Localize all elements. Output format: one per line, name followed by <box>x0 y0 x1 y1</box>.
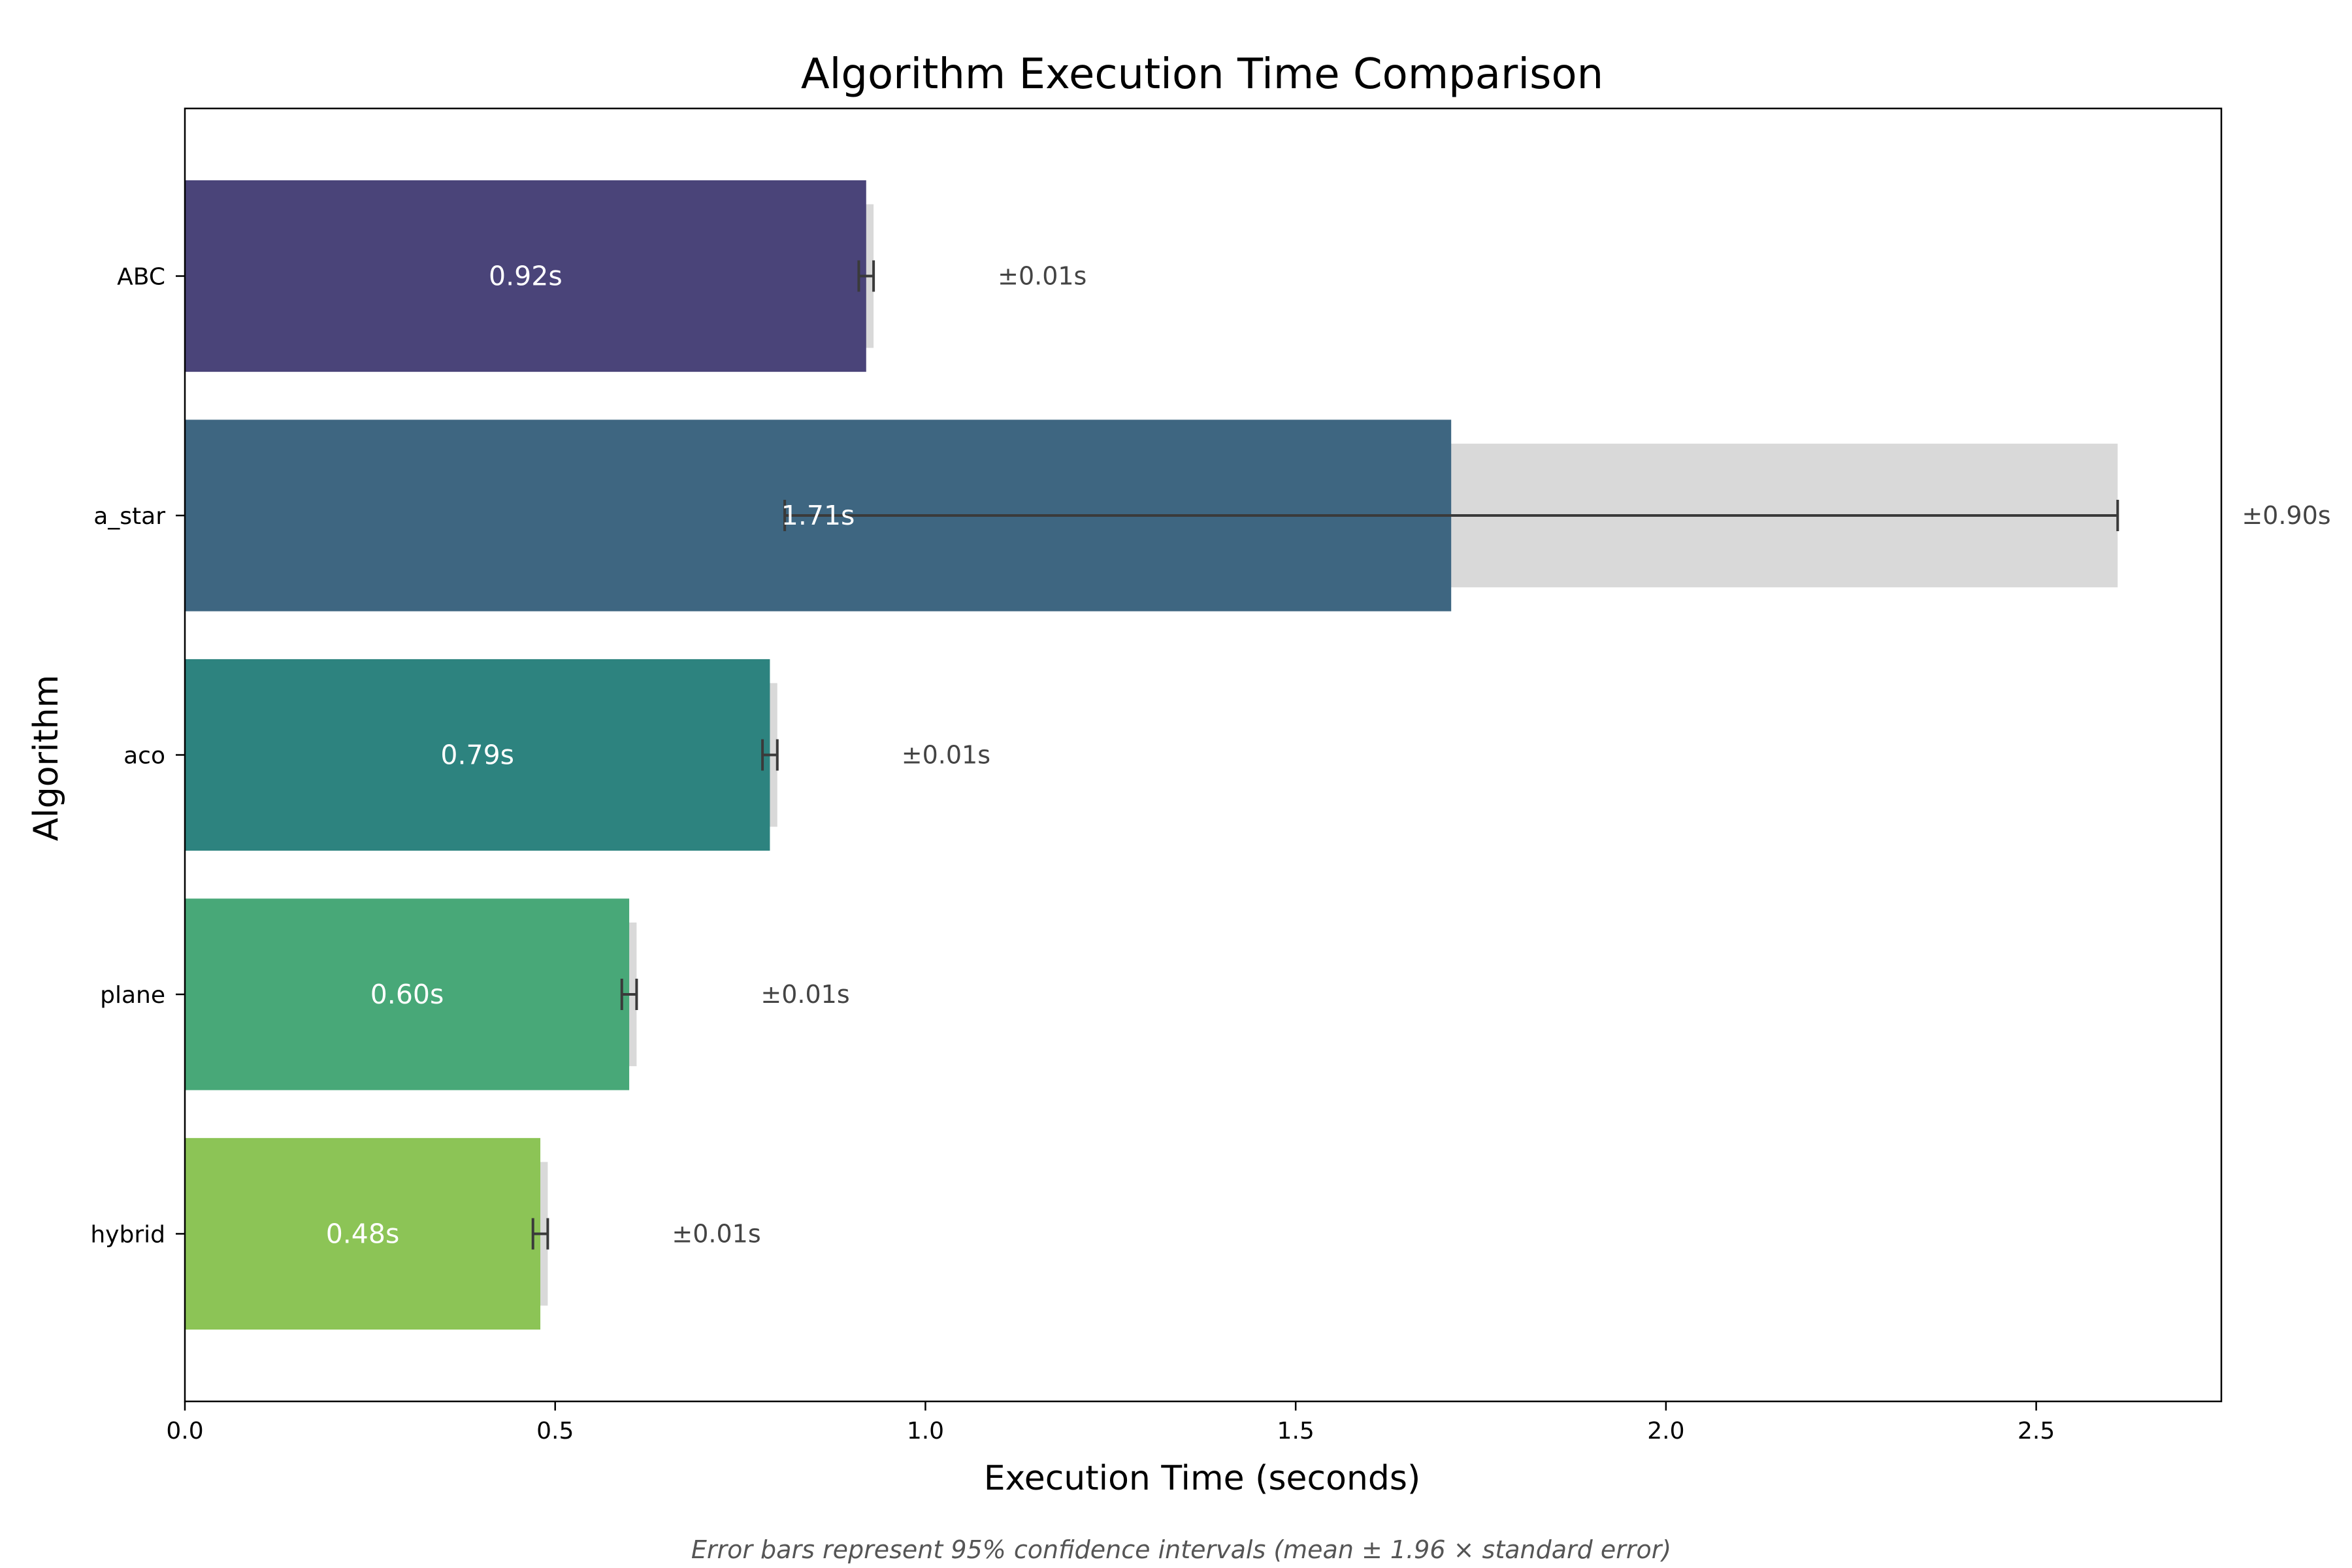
value-label: 0.48s <box>326 1218 400 1249</box>
bar <box>185 659 770 851</box>
x-tick-label: 2.5 <box>2017 1418 2055 1445</box>
y-tick-label: hybrid <box>90 1221 165 1248</box>
error-label: ±0.90s <box>2242 501 2330 530</box>
value-label: 0.79s <box>440 740 514 771</box>
chart-title: Algorithm Execution Time Comparison <box>801 50 1603 99</box>
y-tick-label: a_star <box>93 503 165 530</box>
value-label: 0.92s <box>489 261 563 292</box>
bar <box>185 180 866 372</box>
y-axis-label: Algorithm <box>27 675 66 841</box>
plot-area: 0.92s ±0.01s 1.71s ±0.90s 0.79s ±0.01s 0.60s ±0… <box>185 180 2331 1330</box>
y-tick-label: ABC <box>117 264 165 291</box>
error-label: ±0.01s <box>760 980 849 1009</box>
bar <box>185 898 630 1090</box>
value-label: 0.60s <box>370 979 444 1010</box>
error-label: ±0.01s <box>672 1219 760 1248</box>
bar <box>185 1137 541 1330</box>
x-tick-label: 1.0 <box>907 1418 944 1445</box>
footnote: Error bars represent 95% confidence inte… <box>691 1535 1671 1564</box>
x-tick-label: 0.5 <box>536 1418 574 1445</box>
x-tick-label: 0.0 <box>166 1418 203 1445</box>
y-tick-label: aco <box>123 743 165 770</box>
error-label: ±0.01s <box>998 262 1086 291</box>
value-label: 1.71s <box>781 500 855 531</box>
y-tick-label: plane <box>100 982 165 1009</box>
error-label: ±0.01s <box>902 741 990 770</box>
x-tick-label: 1.5 <box>1277 1418 1315 1445</box>
x-axis-label: Execution Time (seconds) <box>984 1459 1421 1498</box>
x-tick-label: 2.0 <box>1647 1418 1684 1445</box>
